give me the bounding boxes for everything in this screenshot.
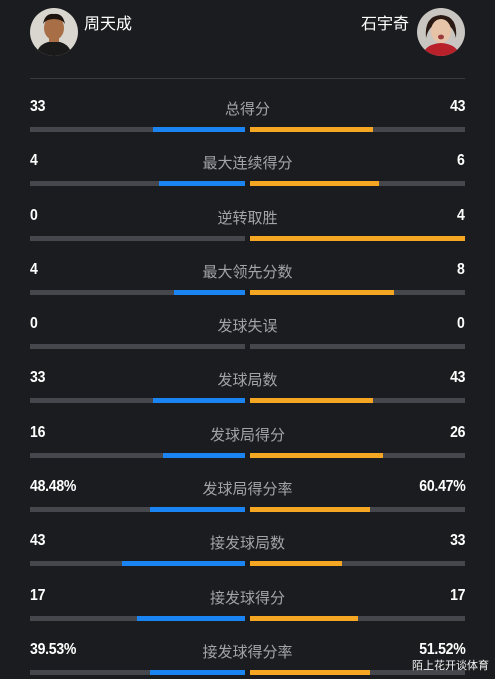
stat-bar-right-fill: [250, 235, 465, 241]
stat-right-value: 17: [449, 586, 465, 604]
stat-bar-right-track: [250, 235, 465, 241]
stat-right-value: 26: [449, 423, 465, 441]
stat-bar-right-track: [250, 344, 465, 350]
stat-bar-right-fill: [250, 507, 370, 513]
stat-left-value: 33: [30, 369, 46, 387]
stat-row: 4 最大领先分数 8: [0, 243, 495, 297]
stat-bar-right-fill: [250, 615, 358, 621]
stat-bar-left-fill: [153, 398, 245, 404]
stat-label: 接发球得分率: [202, 642, 293, 661]
stat-bar-right-fill: [250, 289, 394, 295]
stat-label: 发球局得分: [209, 425, 285, 444]
stat-right-value: 60.47%: [418, 478, 465, 496]
stat-row: 0 逆转取胜 4: [0, 189, 495, 243]
stat-bar-right-track: [250, 289, 465, 295]
player-avatar-left[interactable]: [30, 8, 78, 56]
stat-bar-right-fill: [250, 561, 342, 567]
stat-bar-left-fill: [153, 127, 245, 132]
stat-bar-left-track: [30, 127, 245, 132]
stat-right-value: 43: [449, 369, 465, 387]
stat-label: 最大领先分数: [202, 262, 293, 281]
stat-label: 发球局得分率: [202, 480, 293, 499]
stat-label: 发球失误: [217, 317, 278, 336]
stat-bar-left-track: [30, 507, 245, 513]
stat-right-value: 6: [457, 152, 465, 170]
stat-bar-left-fill: [159, 181, 245, 187]
stat-bar-right-fill: [250, 181, 379, 187]
match-header: 周天成 石宇奇: [0, 0, 495, 66]
stat-bar-left-track: [30, 615, 245, 621]
stat-right-value: 4: [457, 206, 465, 224]
stat-bar-left-fill: [174, 289, 245, 295]
stat-bar-left-track: [30, 289, 245, 295]
stat-bar-left-track: [30, 669, 245, 675]
stat-left-value: 0: [30, 315, 38, 333]
stat-bar-left-fill: [122, 561, 245, 567]
stat-label: 接发球得分: [209, 588, 285, 607]
stat-right-value: 33: [449, 532, 465, 550]
stat-row: 48.48% 发球局得分率 60.47%: [0, 460, 495, 514]
stat-right-value: 43: [449, 98, 465, 115]
stat-right-value: 51.52%: [418, 640, 465, 658]
stat-row: 43 接发球局数 33: [0, 514, 495, 568]
player-name-right: 石宇奇: [360, 14, 409, 33]
stat-bar-right-track: [250, 615, 465, 621]
player-name-left: 周天成: [84, 14, 133, 33]
stat-bar-right-track: [250, 398, 465, 404]
stat-bar-left-fill: [163, 452, 245, 458]
stat-left-value: 43: [30, 532, 46, 550]
stat-label: 最大连续得分: [202, 154, 293, 173]
stat-row: 17 接发球得分 17: [0, 569, 495, 623]
stats-list: 33 总得分 43 4 最大连续得分 6 0 逆转取胜 4 4 最大领先分数 8 0 发球失误 0 33 发球局…: [0, 80, 495, 677]
stat-left-value: 17: [30, 586, 46, 604]
stat-bar-right-track: [250, 127, 465, 132]
stat-bar-right-fill: [250, 452, 383, 458]
stat-bar-left-track: [30, 561, 245, 567]
stat-bar-left-track: [30, 235, 245, 241]
stat-right-value: 0: [457, 315, 465, 333]
stat-bar-left-fill: [150, 669, 245, 675]
stat-bar-left-track: [30, 181, 245, 187]
stat-row: 0 发球失误 0: [0, 297, 495, 351]
stat-bar-right-fill: [250, 127, 373, 132]
stat-left-value: 4: [30, 260, 38, 278]
player-avatar-right[interactable]: [417, 8, 465, 56]
player-avatar-icon: [30, 8, 78, 56]
stat-bar-right-track: [250, 452, 465, 458]
stat-left-value: 4: [30, 152, 38, 170]
stat-left-value: 33: [30, 98, 46, 115]
stat-bar-right-track: [250, 181, 465, 187]
stat-bar-right-track: [250, 507, 465, 513]
stat-row: 16 发球局得分 26: [0, 406, 495, 460]
stat-label: 发球局数: [217, 371, 278, 390]
stat-row: 33 总得分 43: [0, 80, 495, 134]
stat-bar-left-track: [30, 398, 245, 404]
stat-bar-right-track: [250, 561, 465, 567]
stat-row: 39.53% 接发球得分率 51.52%: [0, 623, 495, 677]
stat-bar-right-fill: [250, 398, 373, 404]
stat-row: 4 最大连续得分 6: [0, 134, 495, 188]
stat-bar-right-fill: [250, 669, 370, 675]
stat-label: 接发球局数: [209, 534, 285, 553]
stat-left-value: 16: [30, 423, 46, 441]
stat-right-value: 8: [457, 260, 465, 278]
stat-bar-left-fill: [137, 615, 245, 621]
stat-bar-left-track: [30, 452, 245, 458]
stat-left-value: 48.48%: [30, 478, 77, 496]
stat-left-value: 39.53%: [30, 640, 77, 658]
player-avatar-icon: [417, 8, 465, 56]
header-divider: [30, 78, 465, 79]
stat-row: 33 发球局数 43: [0, 351, 495, 405]
stat-bar-left-fill: [150, 507, 245, 513]
stat-left-value: 0: [30, 206, 38, 224]
stat-bar-left-track: [30, 344, 245, 350]
stat-bar-right-track: [250, 669, 465, 675]
stat-label: 逆转取胜: [217, 208, 278, 227]
stat-label: 总得分: [224, 100, 270, 118]
watermark: 陌上花开谈体育: [412, 659, 489, 672]
